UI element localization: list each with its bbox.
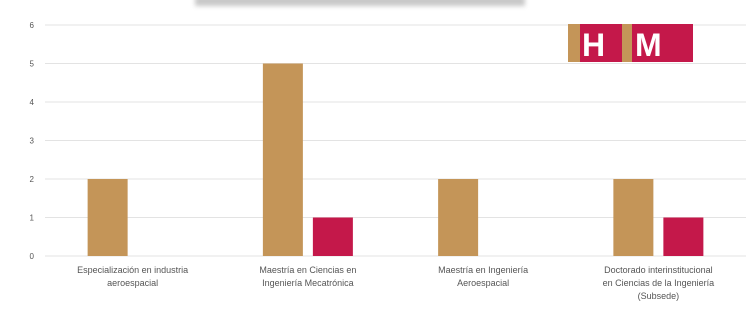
y-tick-label-1: 1	[30, 214, 35, 223]
legend-stripe-mid	[622, 24, 632, 62]
bar-h-0	[87, 179, 128, 256]
chart-title-blur	[195, 0, 525, 6]
y-tick-label-6: 6	[30, 21, 35, 30]
bar-h-3	[613, 179, 654, 256]
y-tick-label-3: 3	[30, 137, 35, 146]
category-label-2-line-0: Maestría en Ingeniería	[438, 265, 528, 275]
category-label-1-line-0: Maestría en Ciencias en	[259, 265, 356, 275]
category-label-3-line-2: (Subsede)	[638, 291, 680, 301]
category-label-1-line-1: Ingeniería Mecatrónica	[262, 278, 354, 288]
category-label-0-line-0: Especialización en industria	[77, 265, 188, 275]
category-label-3-line-0: Doctorado interinstitucional	[604, 265, 713, 275]
x-axis-categories: Especialización en industria aeroespacial…	[77, 265, 714, 301]
legend: H M	[568, 24, 693, 63]
y-tick-label-0: 0	[30, 252, 35, 261]
bar-m-1	[312, 217, 353, 256]
legend-stripe-left	[568, 24, 580, 62]
category-label-3-line-1: en Ciencias de la Ingeniería	[603, 278, 715, 288]
legend-label-m: M	[635, 27, 663, 63]
legend-label-h: H	[582, 27, 606, 63]
category-label-0-line-1: aeroespacial	[107, 278, 158, 288]
y-tick-label-2: 2	[30, 175, 35, 184]
bars	[87, 63, 704, 256]
y-tick-label-5: 5	[30, 60, 35, 69]
bar-h-2	[438, 179, 479, 256]
bar-h-1	[262, 63, 303, 256]
category-label-2-line-1: Aeroespacial	[457, 278, 509, 288]
gridlines	[45, 24, 746, 257]
y-axis-ticks: 0 1 2 3 4 5 6	[30, 21, 35, 261]
y-tick-label-4: 4	[30, 98, 35, 107]
bar-m-3	[663, 217, 704, 256]
